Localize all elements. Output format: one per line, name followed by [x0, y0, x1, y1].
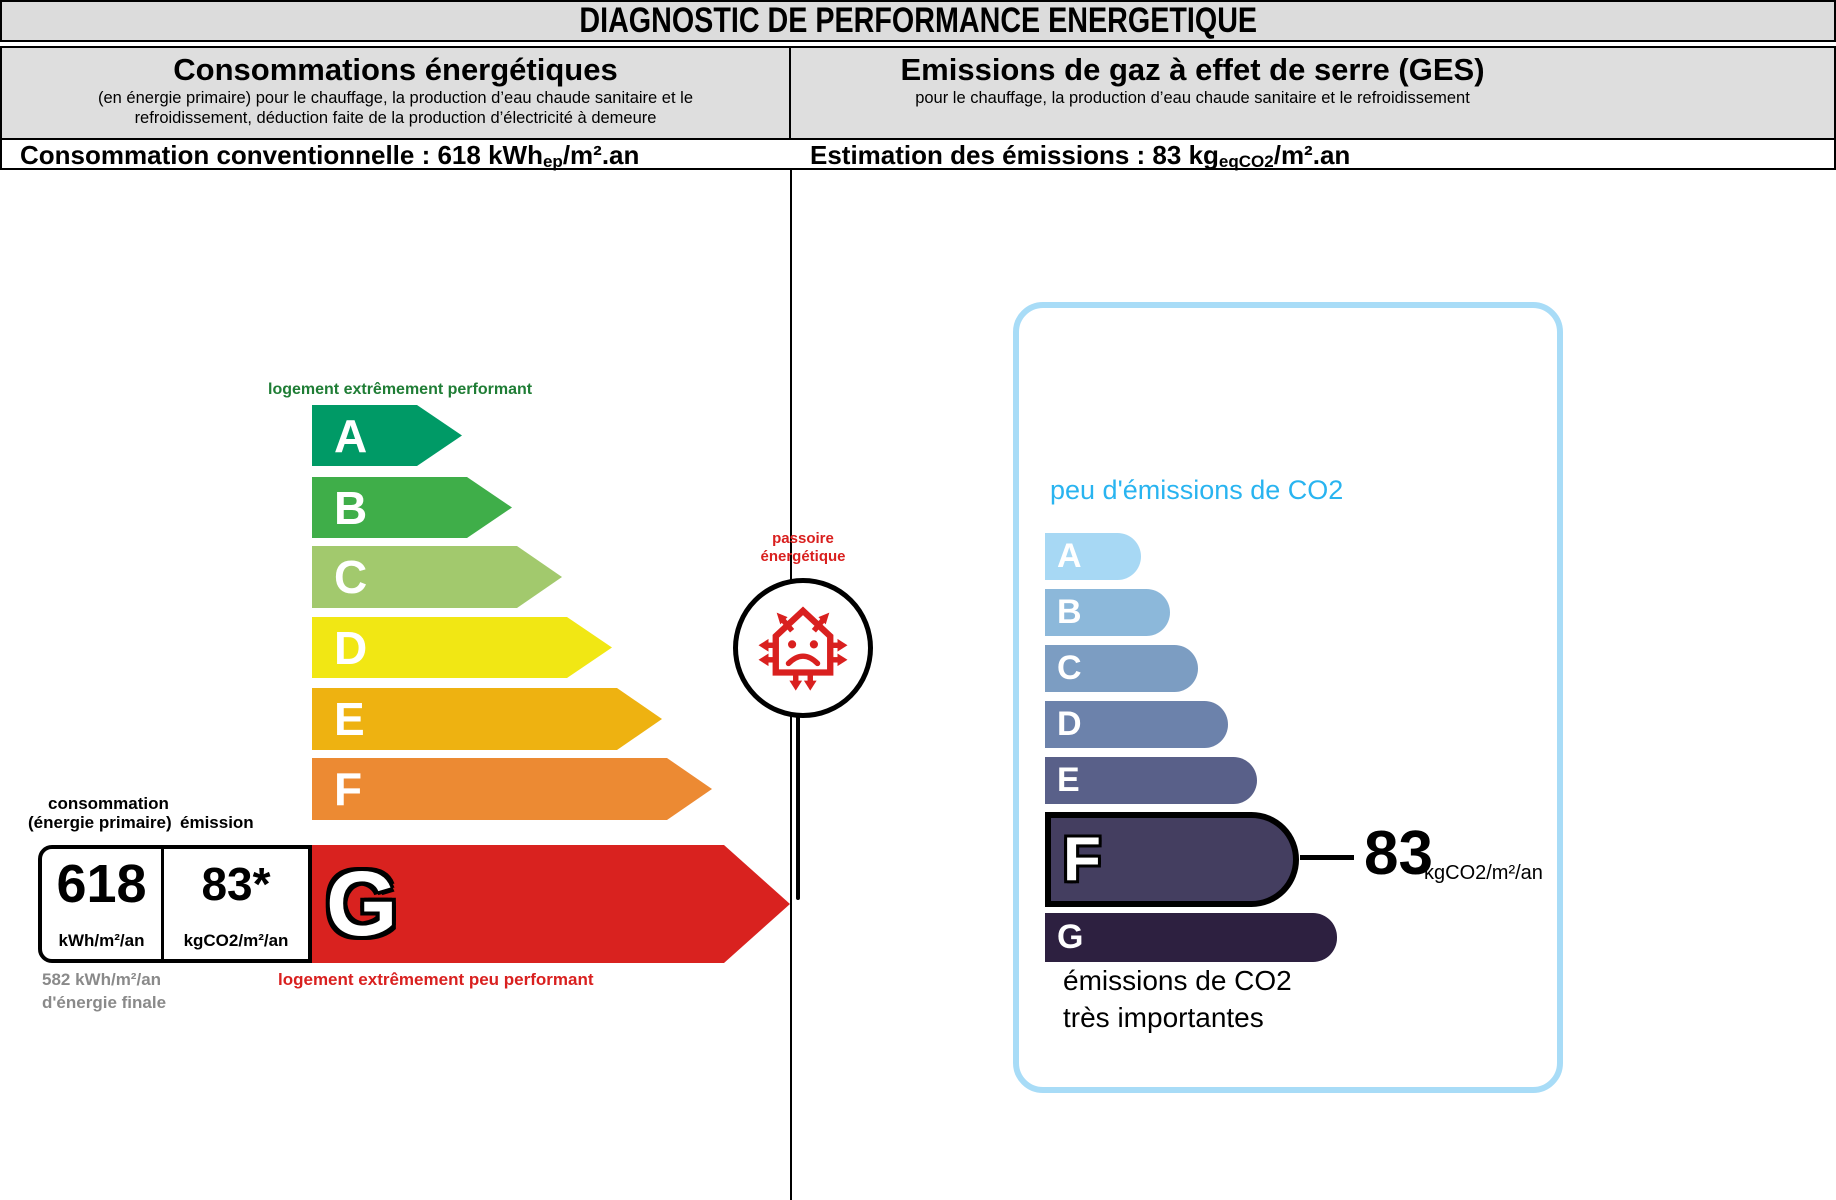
ges-class-g-bar: G — [1045, 913, 1337, 962]
ges-class-d-letter: D — [1057, 705, 1082, 743]
ges-class-f-letter: F — [1063, 825, 1101, 894]
energy-class-c-letter: C — [334, 551, 368, 603]
ges-class-e-letter: E — [1057, 761, 1080, 799]
ges-result-unit: kgCO2/m²/an — [1424, 862, 1543, 884]
conventional-consumption-text: Consommation conventionnelle : 618 kWh — [20, 140, 543, 170]
energy-value-box: 618 kWh/m²/an 83* kgCO2/m²/an — [38, 845, 312, 963]
ges-class-g-letter: G — [1057, 918, 1084, 956]
consumption-unit-subscript: ep — [542, 152, 563, 171]
energy-class-b-arrow: B — [312, 477, 512, 538]
energy-header-sub-2: refroidissement, déduction faite de la p… — [134, 109, 657, 127]
ges-class-c-letter: C — [1057, 649, 1082, 687]
ges-class-b-letter: B — [1057, 593, 1082, 631]
emission-value-unit: kgCO2/m²/an — [183, 931, 289, 950]
passoire-badge — [733, 578, 873, 718]
energy-class-g-letter: G — [326, 852, 398, 955]
ges-header-cell: Emissions de gaz à effet de serre (GES) … — [791, 48, 1834, 138]
ges-header-sub: pour le chauffage, la production d’eau c… — [915, 89, 1470, 107]
energy-class-e-letter: E — [334, 693, 365, 745]
ges-bottom-annotation: émissions de CO2 très importantes — [1063, 962, 1292, 1036]
ges-result-pointer-line — [1300, 855, 1354, 860]
energy-class-f-arrow: F — [312, 758, 712, 820]
ges-header-title: Emissions de gaz à effet de serre (GES) — [900, 52, 1485, 87]
values-row: Consommation conventionnelle : 618 kWhep… — [0, 140, 1836, 171]
energy-class-c-arrow: C — [312, 546, 562, 608]
ges-bottom-line2: très importantes — [1063, 1002, 1264, 1033]
ges-class-d-bar: D — [1045, 701, 1228, 748]
energy-header-title: Consommations énergétiques — [173, 52, 618, 87]
ges-class-f-bar-highlighted: F — [1045, 812, 1299, 907]
leaky-house-icon — [758, 606, 848, 691]
ges-top-annotation: peu d'émissions de CO2 — [1050, 475, 1344, 505]
final-energy-line1: 582 kWh/m²/an — [42, 970, 162, 989]
energy-bottom-annotation: logement extrêmement peu performant — [278, 970, 594, 989]
energy-class-e-arrow: E — [312, 688, 662, 750]
badge-connector-line — [796, 714, 800, 900]
energy-class-f-letter: F — [334, 763, 363, 815]
passoire-label: passoire énergétique — [728, 530, 878, 566]
energy-class-d-letter: D — [334, 621, 368, 674]
energy-header-cell: Consommations énergétiques (en énergie p… — [2, 48, 792, 138]
passoire-label-line2: énergétique — [760, 548, 846, 565]
ges-class-e-bar: E — [1045, 757, 1257, 804]
ges-result-value: 83 — [1364, 819, 1433, 888]
emissions-unit-subscript: eqCO2 — [1218, 152, 1274, 171]
ges-bottom-line1: émissions de CO2 — [1063, 965, 1292, 996]
emissions-estimate-text: Estimation des émissions : 83 kg — [810, 140, 1219, 170]
energy-class-a-letter: A — [334, 409, 368, 462]
ges-class-c-bar: C — [1045, 645, 1198, 692]
ges-class-b-bar: B — [1045, 589, 1170, 636]
page-title: DIAGNOSTIC DE PERFORMANCE ENERGETIQUE — [579, 1, 1257, 40]
energy-top-annotation: logement extrêmement performant — [268, 381, 533, 398]
energy-class-g-arrow-highlighted: G — [312, 845, 790, 963]
emission-column-label: émission — [180, 813, 254, 832]
passoire-label-line1: passoire — [772, 530, 834, 547]
ges-class-a-letter: A — [1057, 537, 1082, 575]
consumption-column-label: consommation — [48, 794, 169, 813]
consumption-unit-suffix: /m².an — [562, 140, 640, 170]
energy-header-sub-1: (en énergie primaire) pour le chauffage,… — [98, 89, 693, 107]
emissions-estimate-line: Estimation des émissions : 83 kgeqCO2/m²… — [810, 140, 1350, 171]
ges-class-a-bar: A — [1045, 533, 1141, 580]
consumption-value-cell: 618 kWh/m²/an — [42, 849, 164, 959]
final-energy-note: 582 kWh/m²/an d'énergie finale — [42, 968, 166, 1014]
conventional-consumption-line: Consommation conventionnelle : 618 kWhep… — [20, 140, 639, 171]
consumption-value-unit: kWh/m²/an — [58, 931, 145, 950]
consumption-column-label-2: (énergie primaire) — [28, 813, 172, 832]
emission-value-cell: 83* kgCO2/m²/an — [164, 849, 308, 959]
final-energy-line2: d'énergie finale — [42, 993, 167, 1012]
emissions-unit-suffix: /m².an — [1273, 140, 1351, 170]
section-headers: Consommations énergétiques (en énergie p… — [0, 46, 1836, 140]
emission-value: 83* — [201, 858, 271, 910]
page-title-bar: DIAGNOSTIC DE PERFORMANCE ENERGETIQUE — [0, 0, 1836, 42]
energy-class-d-arrow: D — [312, 617, 612, 678]
energy-class-a-arrow: A — [312, 405, 462, 466]
energy-class-b-letter: B — [334, 481, 368, 534]
consumption-value: 618 — [56, 854, 147, 914]
